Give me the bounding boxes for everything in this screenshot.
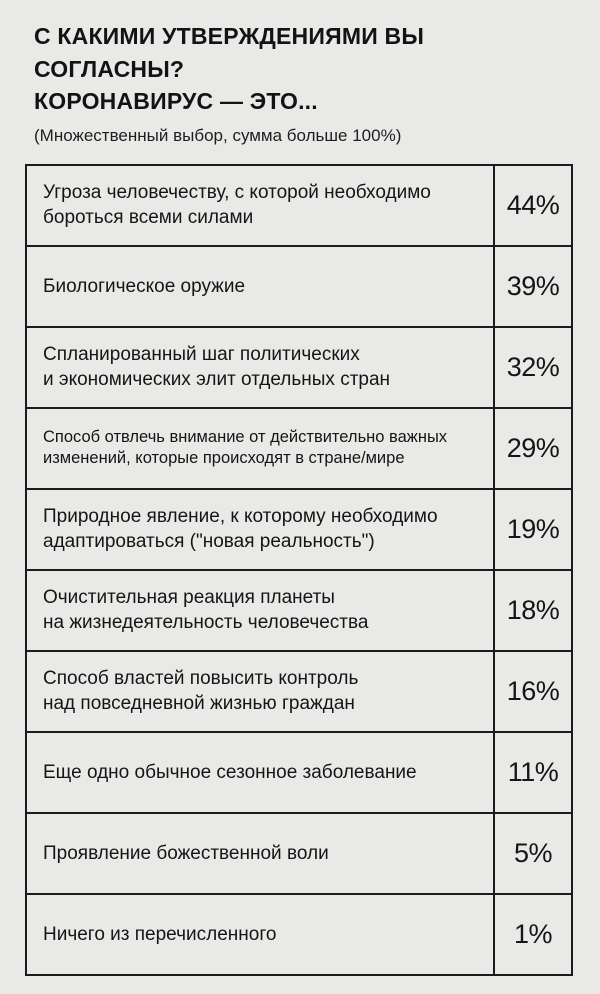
table-row: Угроза человечеству, с которой необходим…: [27, 165, 571, 247]
statement-label: Ничего из перечисленного: [27, 894, 495, 974]
statement-label: Способ отвлечь внимание от действительно…: [27, 408, 495, 488]
table-row: Способ властей повысить контроль над пов…: [27, 651, 571, 733]
table-row: Спланированный шаг политических и эконом…: [27, 327, 571, 409]
percentage-value: 19%: [506, 513, 560, 544]
table-row: Биологическое оружие 39%: [27, 246, 571, 328]
statement-label: Способ властей повысить контроль над пов…: [27, 651, 495, 731]
percentage-value: 44%: [506, 189, 560, 220]
page-subtitle: (Множественный выбор, сумма больше 100%): [34, 125, 402, 145]
statement-label: Угроза человечеству, с которой необходим…: [27, 165, 495, 245]
percentage-value: 29%: [506, 432, 560, 463]
percentage-value: 39%: [506, 270, 560, 301]
percentage-value: 11%: [507, 756, 559, 787]
table-row: Еще одно обычное сезонное заболевание 11…: [27, 732, 571, 814]
table-row: Проявление божественной воли 5%: [27, 813, 571, 895]
statement-label: Еще одно обычное сезонное заболевание: [27, 732, 495, 812]
statement-label: Очистительная реакция планеты на жизнеде…: [27, 570, 495, 650]
page-title-line1: С КАКИМИ УТВЕРЖДЕНИЯМИ ВЫ СОГЛАСНЫ?: [34, 23, 425, 82]
percentage-value: 32%: [506, 351, 560, 382]
percentage-value: 1%: [513, 918, 553, 949]
statement-label: Спланированный шаг политических и эконом…: [27, 327, 495, 407]
statement-label: Проявление божественной воли: [27, 813, 495, 893]
table-row: Ничего из перечисленного 1%: [27, 894, 571, 974]
percentage-value: 16%: [506, 675, 560, 706]
percentage-value: 5%: [513, 837, 553, 868]
page-title-line2: КОРОНАВИРУС — ЭТО...: [34, 88, 318, 115]
table-row: Очистительная реакция планеты на жизнеде…: [27, 570, 571, 652]
statement-label: Биологическое оружие: [27, 246, 495, 326]
percentage-value: 18%: [506, 594, 560, 625]
survey-results-table: Угроза человечеству, с которой необходим…: [25, 163, 573, 976]
table-row: Природное явление, к которому необходимо…: [27, 489, 571, 571]
table-row: Способ отвлечь внимание от действительно…: [27, 408, 571, 490]
statement-label: Природное явление, к которому необходимо…: [27, 489, 495, 569]
page-title: С КАКИМИ УТВЕРЖДЕНИЯМИ ВЫ СОГЛАСНЫ? КОРО…: [34, 20, 575, 118]
